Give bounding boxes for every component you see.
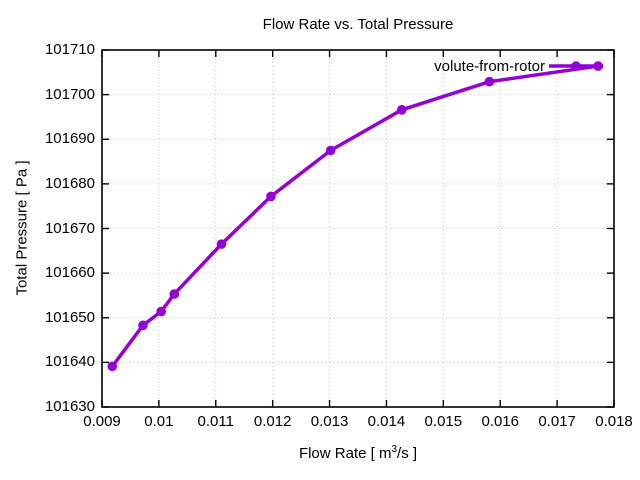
x-tick-label: 0.018: [595, 413, 633, 430]
x-tick-label: 0.013: [310, 413, 349, 430]
legend-series-label: volute-from-rotor: [434, 58, 545, 75]
chart-title: Flow Rate vs. Total Pressure: [262, 16, 454, 33]
x-tick-label: 0.011: [197, 413, 234, 430]
series-point: [397, 104, 407, 115]
y-tick-label: 101640: [44, 353, 95, 371]
x-tick-label: 0.012: [253, 413, 292, 430]
x-axis-label-superscript: 3: [391, 444, 398, 455]
x-tick-label: 0.017: [538, 413, 576, 430]
x-axis-label: Flow Rate [ m3/s ]: [102, 444, 614, 464]
legend-sample-point: [571, 61, 581, 71]
x-tick-label: 0.01: [144, 413, 174, 430]
x-tick-label: 0.016: [481, 413, 519, 430]
series-line: [110, 64, 600, 369]
series-point: [107, 361, 118, 372]
series-point: [169, 289, 180, 299]
x-tick-label: 0.015: [424, 413, 463, 430]
x-tick-label: 0.009: [83, 413, 121, 430]
series-point: [156, 306, 166, 317]
y-tick-label: 101660: [44, 264, 95, 282]
series-point: [484, 76, 495, 87]
x-axis-label-unit: /s ]: [397, 445, 418, 462]
y-tick-label: 101630: [44, 398, 95, 415]
plot-border: [101, 49, 615, 408]
y-tick-label: 101700: [44, 85, 95, 103]
y-tick-label: 101650: [44, 308, 95, 326]
x-axis-label-text: Flow Rate [ m: [298, 445, 392, 462]
series-point: [216, 239, 227, 249]
x-tick-label: 0.014: [367, 413, 406, 430]
y-tick-label: 101710: [44, 41, 95, 58]
y-tick-label: 101680: [44, 174, 95, 192]
y-tick-label: 101670: [44, 219, 95, 237]
y-tick-label: 101690: [44, 130, 95, 148]
series-point: [325, 145, 336, 156]
series-point: [138, 320, 148, 331]
series-point: [266, 191, 276, 202]
y-axis-label: Total Pressure [ Pa ]: [13, 160, 31, 296]
